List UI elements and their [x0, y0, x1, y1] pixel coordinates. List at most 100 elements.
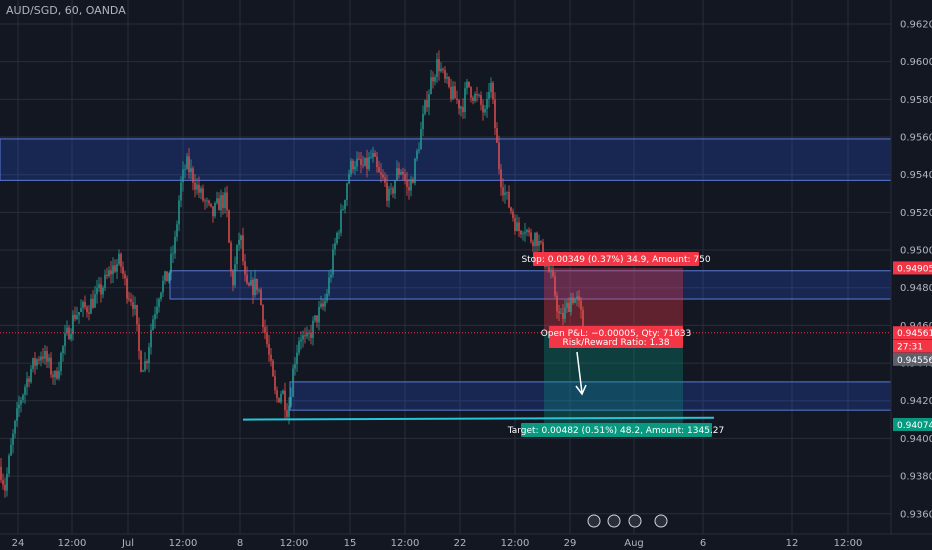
zone-rect[interactable]: [289, 381, 892, 411]
candle: [170, 246, 172, 281]
candle: [146, 359, 148, 370]
candle: [482, 99, 484, 121]
candle: [4, 477, 6, 498]
candle: [414, 157, 416, 186]
candle: [184, 164, 186, 179]
candle: [448, 76, 450, 89]
stop-label[interactable]: Stop: 0.00349 (0.37%) 34.9, Amount: 750: [521, 252, 711, 266]
event-icon[interactable]: [628, 514, 642, 528]
candle: [230, 240, 232, 277]
candle: [16, 401, 18, 427]
candle: [298, 337, 300, 356]
candle: [264, 319, 266, 340]
candle: [416, 148, 418, 162]
supply-demand-zones[interactable]: [0, 138, 892, 411]
candle: [434, 74, 436, 86]
candle: [34, 351, 36, 375]
candle: [340, 203, 342, 237]
candle: [22, 393, 24, 403]
candle: [256, 278, 258, 295]
rr-label-text: Risk/Reward Ratio: 1.38: [562, 338, 669, 348]
candle: [216, 191, 218, 205]
candle: [312, 316, 314, 346]
target-zone[interactable]: [544, 332, 683, 425]
candle: [102, 285, 104, 299]
time-axis[interactable]: 24 12:00 Jul 12:00 8 12:00 15 12:00 22 12:00 29 Aug…: [12, 538, 863, 549]
candle: [412, 176, 414, 184]
candle: [326, 288, 328, 304]
candle: [472, 95, 474, 105]
candle: [578, 290, 580, 308]
candle: [574, 297, 576, 304]
candle: [310, 324, 312, 345]
candle: [446, 72, 448, 84]
candle: [526, 228, 528, 237]
candle: [444, 66, 446, 84]
price-tick-label: 0.93600: [900, 509, 932, 520]
candle: [32, 357, 34, 373]
event-icon[interactable]: [607, 514, 621, 528]
event-icon[interactable]: [587, 514, 601, 528]
candle: [456, 90, 458, 104]
candle: [36, 357, 38, 370]
candle: [60, 351, 62, 376]
candle: [406, 171, 408, 196]
candle: [42, 347, 44, 364]
time-tick-label: 12:00: [280, 538, 309, 549]
candle: [116, 258, 118, 279]
candle: [222, 192, 224, 215]
candle: [20, 396, 22, 413]
target-label[interactable]: Target: 0.00482 (0.51%) 48.2, Amount: 13…: [507, 423, 725, 437]
candle: [452, 81, 454, 101]
candle: [226, 185, 228, 218]
time-tick-label: Aug: [624, 538, 644, 549]
candle: [204, 198, 206, 210]
pnl-label[interactable]: Open P&L: −0.00005, Qty: 71633 Risk/Rewa…: [541, 326, 692, 348]
candle: [258, 288, 260, 294]
support-trendline[interactable]: [242, 416, 715, 421]
candle: [484, 105, 486, 116]
candle: [76, 306, 78, 321]
candle: [378, 160, 380, 173]
down-arrow-annotation[interactable]: [575, 351, 587, 396]
candle: [468, 81, 470, 88]
candle: [52, 371, 54, 385]
candle: [18, 395, 20, 417]
candle: [242, 227, 244, 266]
candle: [250, 270, 252, 286]
candle: [100, 277, 102, 303]
event-icon[interactable]: [654, 514, 668, 528]
candle: [566, 299, 568, 313]
zone-rect[interactable]: [0, 138, 892, 181]
candle: [534, 232, 536, 256]
time-tick-label: 12: [786, 538, 799, 549]
candle: [150, 323, 152, 355]
candle: [118, 249, 120, 266]
candle: [220, 189, 222, 218]
candle: [338, 229, 340, 239]
candle: [350, 158, 352, 177]
candle: [44, 345, 46, 365]
event-icons[interactable]: [587, 514, 668, 528]
candle: [354, 160, 356, 175]
candle: [180, 176, 182, 208]
candle: [564, 299, 566, 323]
candle: [260, 287, 262, 306]
candle: [558, 304, 560, 321]
zone-rect[interactable]: [169, 270, 892, 300]
candle: [272, 359, 274, 377]
candle: [168, 272, 170, 284]
candle: [504, 184, 506, 204]
candle: [254, 269, 256, 298]
candle: [320, 295, 322, 309]
candle: [478, 93, 480, 98]
candle: [290, 387, 292, 408]
candle: [108, 266, 110, 278]
candle: [322, 299, 324, 311]
time-tick-label: 15: [344, 538, 357, 549]
candle: [316, 315, 318, 328]
